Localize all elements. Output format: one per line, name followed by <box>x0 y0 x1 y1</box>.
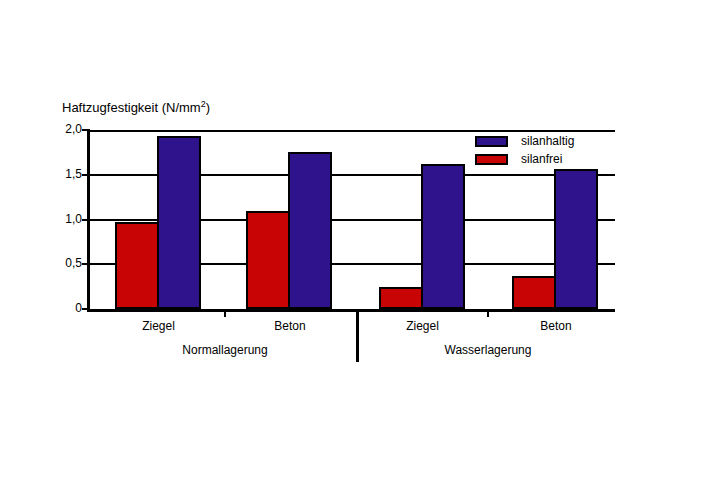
category-label-normallagerung-ziegel: Ziegel <box>99 319 219 333</box>
bar-wasserlagerung-ziegel-silanhaltig <box>421 164 465 309</box>
category-label-normallagerung-beton: Beton <box>230 319 350 333</box>
y-axis-title-suffix: ) <box>206 100 210 115</box>
legend-swatch-silanhaltig <box>475 136 508 147</box>
y-axis-label-1,0: 1,0 <box>34 212 82 227</box>
bar-normallagerung-ziegel-silanfrei <box>115 222 159 309</box>
bar-wasserlagerung-beton-silanhaltig <box>554 169 598 309</box>
bar-wasserlagerung-beton-silanfrei <box>512 276 556 309</box>
bar-normallagerung-beton-silanfrei <box>246 211 290 309</box>
group-label-wasserlagerung: Wasserlagerung <box>403 343 573 357</box>
legend: silanhaltig silanfrei <box>475 132 574 168</box>
y-axis-title: Haftzugfestigkeit (N/mm2) <box>62 96 210 116</box>
legend-label-silanfrei: silanfrei <box>521 152 562 166</box>
legend-item-silanhaltig: silanhaltig <box>475 132 574 150</box>
legend-label-silanhaltig: silanhaltig <box>521 134 574 148</box>
y-axis-label-2,0: 2,0 <box>34 122 82 137</box>
x-axis-tick-wasserlagerung <box>487 312 489 317</box>
bar-normallagerung-ziegel-silanhaltig <box>157 136 201 309</box>
bar-normallagerung-beton-silanhaltig <box>288 152 332 309</box>
group-label-normallagerung: Normallagerung <box>140 343 310 357</box>
group-divider-line <box>356 309 359 362</box>
category-label-wasserlagerung-beton: Beton <box>496 319 616 333</box>
bar-wasserlagerung-ziegel-silanfrei <box>379 287 423 309</box>
y-axis-label-0: 0 <box>34 301 82 316</box>
legend-item-silanfrei: silanfrei <box>475 150 574 168</box>
legend-swatch-silanfrei <box>475 154 508 165</box>
category-label-wasserlagerung-ziegel: Ziegel <box>363 319 483 333</box>
y-axis-label-0,5: 0,5 <box>34 256 82 271</box>
x-axis-tick-normallagerung <box>224 312 226 317</box>
bar-chart: Haftzugfestigkeit (N/mm2) 2,01,51,00,50 … <box>0 0 720 480</box>
y-axis-label-1,5: 1,5 <box>34 167 82 182</box>
y-axis-title-text: Haftzugfestigkeit (N/mm <box>62 100 201 115</box>
